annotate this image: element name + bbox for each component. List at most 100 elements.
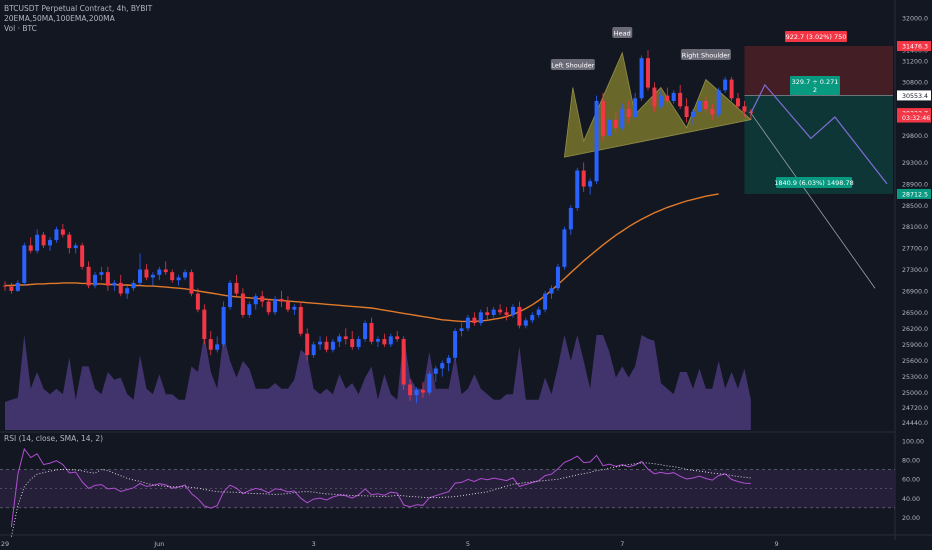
price-badge: 28712.5 xyxy=(902,191,928,198)
candle-body xyxy=(420,389,425,393)
target-label: 1840.9 (6.03%) 1498.78 xyxy=(774,179,853,187)
candle-body xyxy=(35,234,40,251)
right-shoulder-label: Right Shoulder xyxy=(682,52,730,60)
candle-body xyxy=(716,90,721,115)
candle-body xyxy=(414,389,419,396)
candle-body xyxy=(228,282,233,307)
symbol-title: BTCUSDT Perpetual Contract, 4h, BYBIT xyxy=(4,4,153,13)
candle-body xyxy=(369,322,374,342)
left-shoulder-label-bg xyxy=(550,59,595,70)
candle-body xyxy=(440,363,445,369)
candle-body xyxy=(523,320,528,326)
volume-area xyxy=(5,335,751,430)
candle-body xyxy=(568,207,573,230)
candle-body xyxy=(176,277,181,281)
volume-legend: Vol · BTC xyxy=(4,24,37,33)
candle-body xyxy=(729,79,734,99)
candle-body xyxy=(543,293,548,310)
price-tick: 25900.0 xyxy=(902,342,928,349)
candle-body xyxy=(703,100,708,109)
price-badge-bg xyxy=(897,41,931,52)
candle-body xyxy=(54,229,59,241)
time-tick: 3 xyxy=(312,540,316,548)
time-tick: 9 xyxy=(775,540,779,548)
candle-body xyxy=(588,181,593,187)
candle-body xyxy=(658,95,663,107)
price-badge-bg xyxy=(897,188,931,199)
candle-body xyxy=(581,170,586,187)
target-label-bg xyxy=(776,177,852,188)
candle-body xyxy=(408,384,413,396)
rsi-tick: 100.00 xyxy=(902,438,924,445)
rsi-legend: RSI (14, close, SMA, 14, 2) xyxy=(4,434,104,443)
ma-line xyxy=(5,193,719,323)
stop-label-bg xyxy=(785,31,847,42)
candle-body xyxy=(478,312,483,323)
candle-body xyxy=(736,98,741,107)
candle-body xyxy=(350,339,355,348)
candle-body xyxy=(343,336,348,340)
candle-body xyxy=(183,272,188,278)
candle-body xyxy=(157,269,162,275)
price-tick: 31400.0 xyxy=(902,48,928,55)
time-tick: 7 xyxy=(620,540,624,548)
candle-body xyxy=(549,288,554,294)
price-tick: 28100.0 xyxy=(902,224,928,231)
time-tick: 29 xyxy=(1,540,9,548)
candle-body xyxy=(189,272,194,294)
candle-body xyxy=(41,234,46,246)
price-tick: 25600.0 xyxy=(902,358,928,365)
rsi-tick: 20.00 xyxy=(902,515,920,522)
candle-body xyxy=(671,92,676,101)
price-tick: 32000.0 xyxy=(902,16,928,23)
candle-body xyxy=(465,317,470,329)
candle-body xyxy=(375,339,380,342)
candle-body xyxy=(620,108,625,128)
price-badge-bg xyxy=(897,112,931,123)
time-tick: Jun xyxy=(153,540,164,548)
candle-body xyxy=(311,344,316,356)
candle-body xyxy=(105,272,110,286)
candle-body xyxy=(215,344,220,350)
ma-legend: 20EMA,50MA,100EMA,200MA xyxy=(4,14,115,23)
candle-body xyxy=(260,296,265,302)
candle-body xyxy=(3,285,7,287)
price-tick: 28500.0 xyxy=(902,203,928,210)
candle-body xyxy=(221,306,226,345)
left-shoulder-label: Left Shoulder xyxy=(551,62,595,70)
candle-body xyxy=(202,309,207,340)
candle-body xyxy=(138,269,143,283)
candle-body xyxy=(240,293,245,315)
candle-body xyxy=(453,331,458,358)
candle-body xyxy=(195,293,200,310)
candle-body xyxy=(498,309,503,313)
candle-body xyxy=(472,317,477,323)
candle-body xyxy=(594,100,599,182)
candle-body xyxy=(67,234,72,249)
candle-body xyxy=(504,312,509,315)
candle-body xyxy=(613,119,618,128)
candle-body xyxy=(433,368,438,374)
candle-body xyxy=(330,341,335,350)
candle-body xyxy=(22,245,27,283)
candle-body xyxy=(93,274,98,286)
candle-body xyxy=(485,312,490,315)
candle-body xyxy=(639,58,644,99)
candle-body xyxy=(80,245,85,267)
candle-body xyxy=(646,58,650,88)
candle-body xyxy=(697,100,702,112)
candle-body xyxy=(459,328,464,332)
candle-body xyxy=(633,98,638,118)
price-tick: 26900.0 xyxy=(902,288,928,295)
candle-body xyxy=(324,341,329,350)
candle-body xyxy=(337,336,342,342)
candle-body xyxy=(678,92,683,107)
price-badge: 03:32:46 xyxy=(902,115,930,122)
candle-body xyxy=(234,282,239,294)
rsi-tick: 40.00 xyxy=(902,496,920,503)
candle-body xyxy=(395,336,400,340)
price-tick: 24440.0 xyxy=(902,420,928,427)
candle-body xyxy=(28,245,33,251)
candle-body xyxy=(562,229,567,267)
